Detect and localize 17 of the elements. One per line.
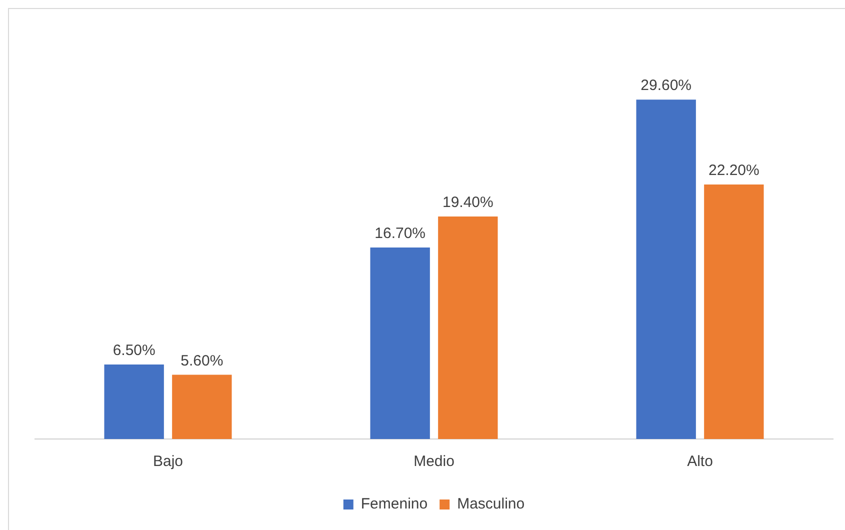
legend-label: Masculino: [457, 496, 525, 513]
data-label: 5.60%: [180, 352, 224, 370]
data-label: 29.60%: [640, 77, 692, 94]
x-tick-label: Alto: [687, 453, 713, 470]
data-label: 19.40%: [442, 194, 494, 212]
bar: [370, 248, 430, 439]
x-tick-label: Medio: [414, 453, 454, 470]
x-tick-label: Bajo: [152, 453, 184, 470]
bar: [104, 364, 164, 439]
bar: [172, 374, 232, 439]
bar: [704, 184, 764, 439]
bar: [636, 100, 696, 439]
bar: [438, 216, 498, 439]
data-label: 22.20%: [708, 162, 760, 180]
legend-label: Femenino: [360, 496, 428, 513]
data-label: 6.50%: [112, 342, 156, 360]
data-label: 16.70%: [374, 225, 426, 242]
